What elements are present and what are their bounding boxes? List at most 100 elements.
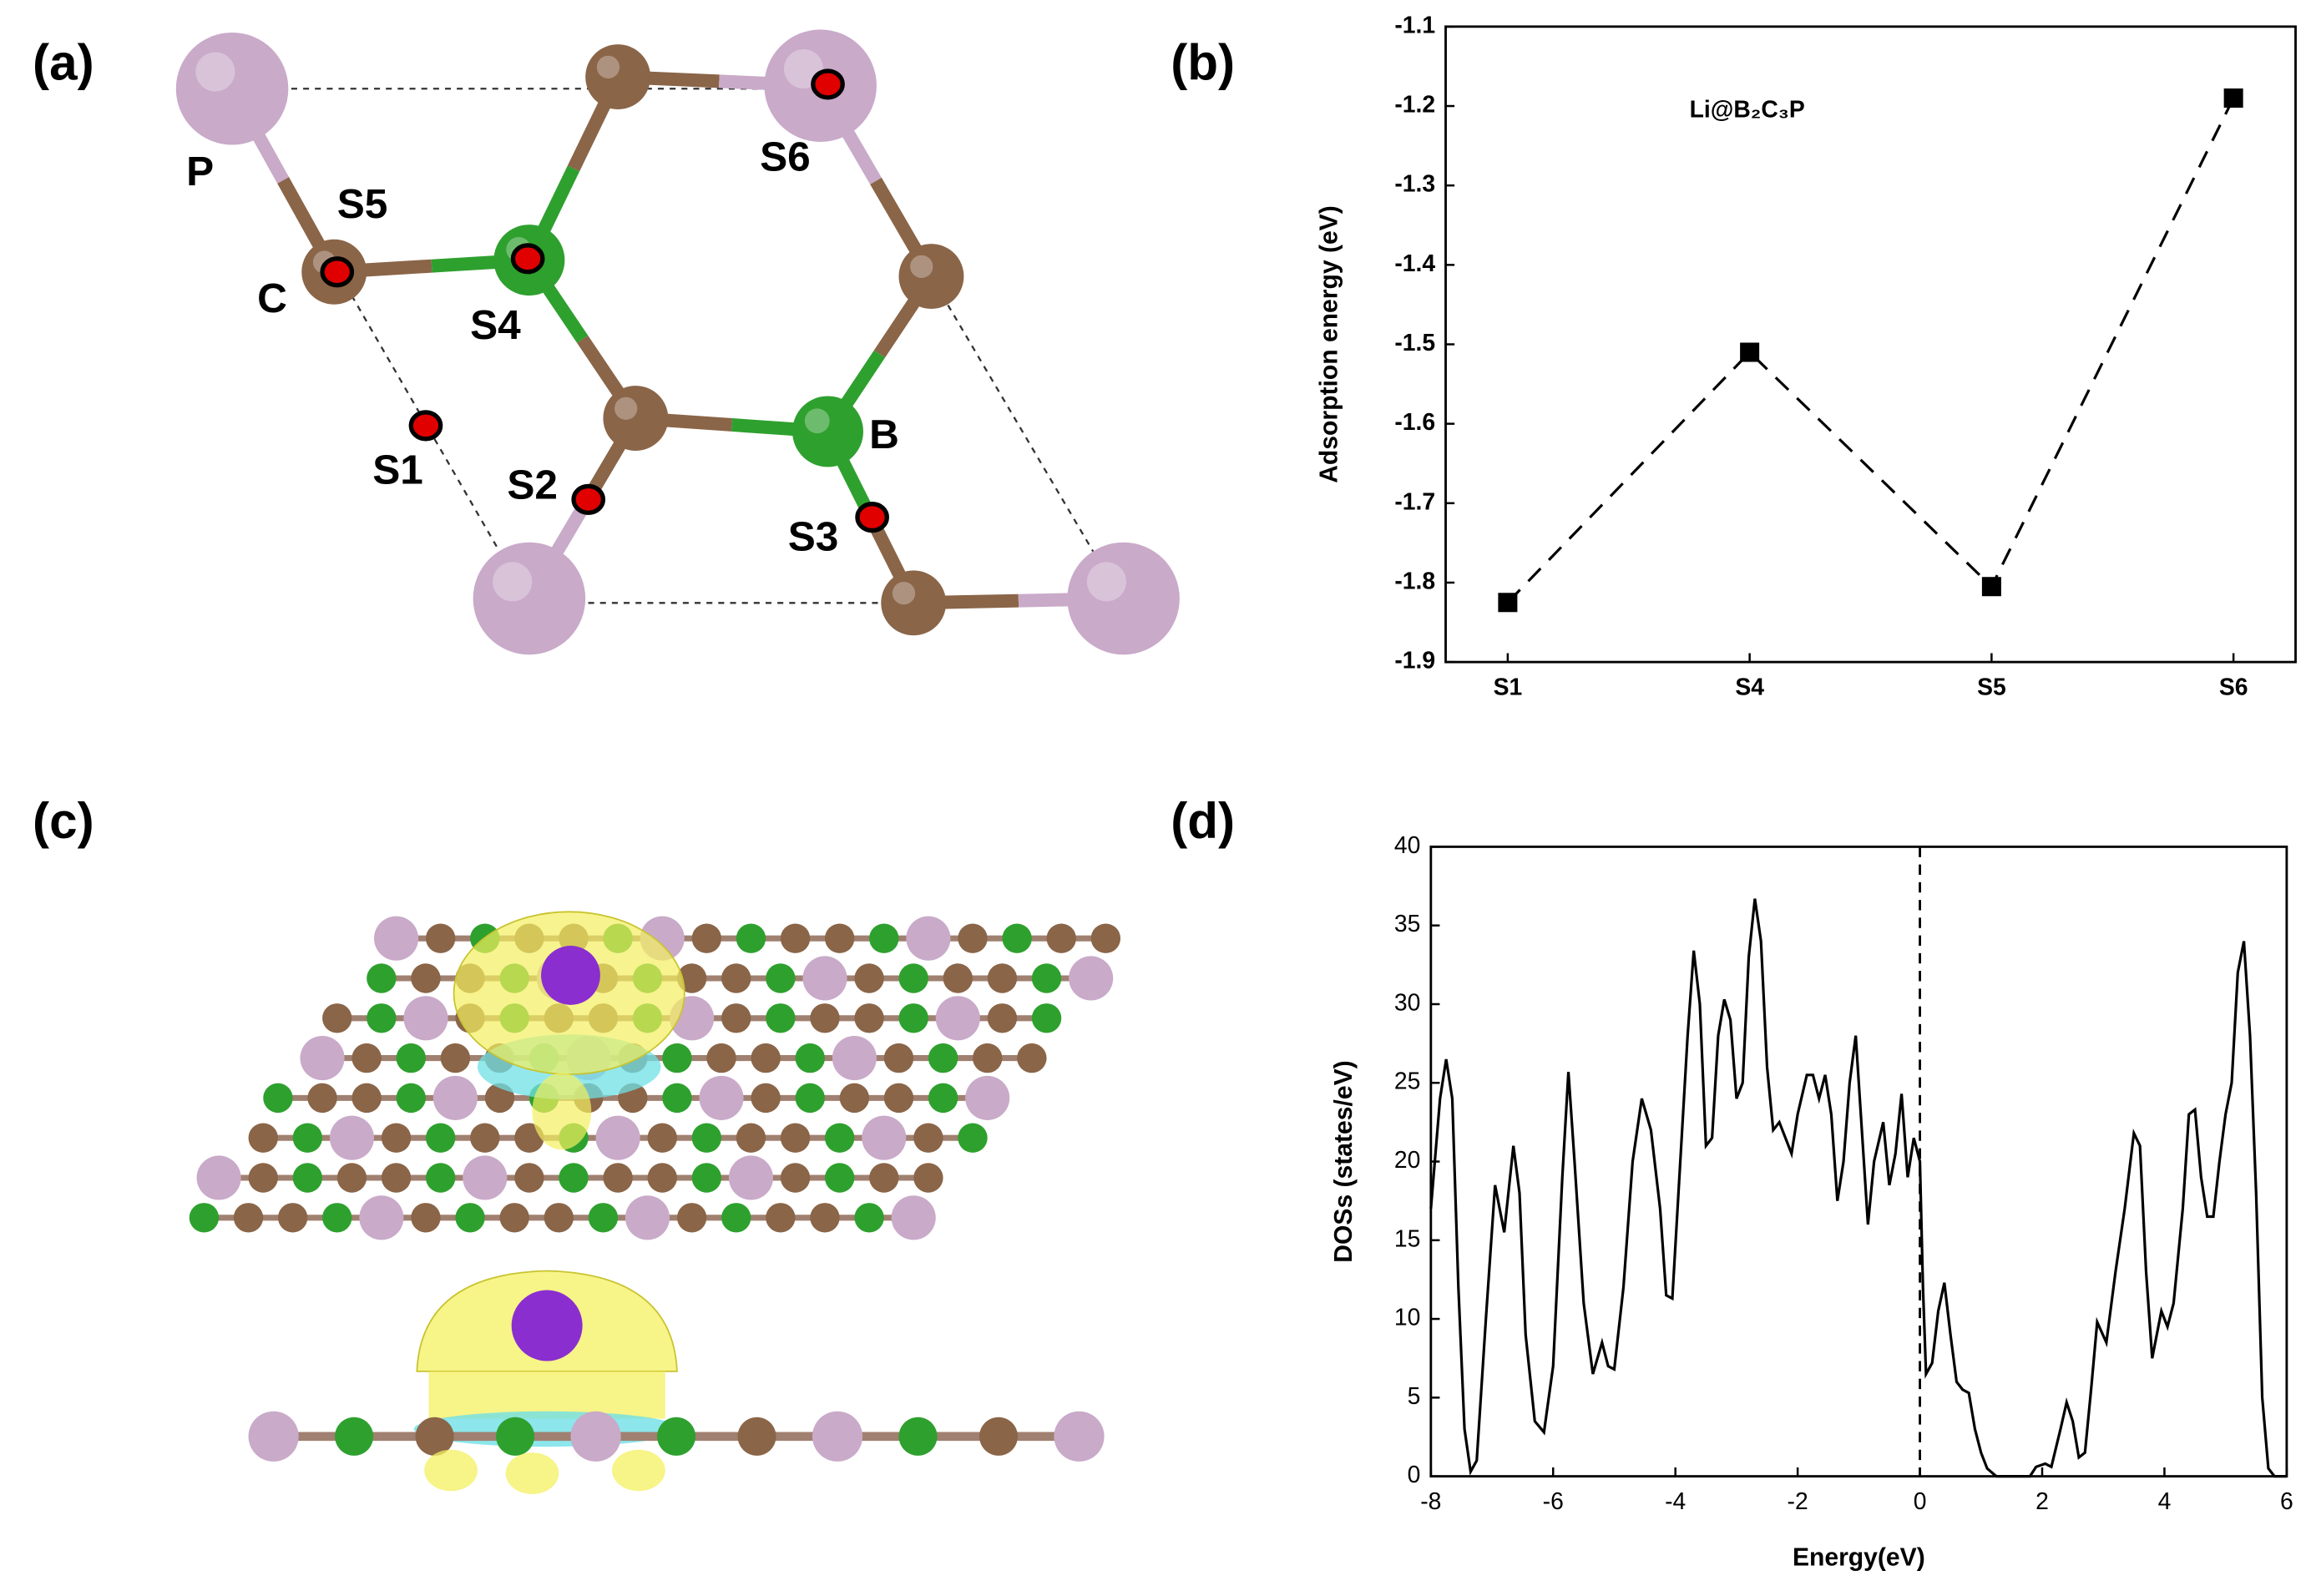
site-label: S6: [760, 133, 811, 179]
y-tick-label: -1.5: [1394, 330, 1435, 356]
atom: [913, 1123, 943, 1153]
charge-density-illustration: [189, 911, 1121, 1494]
atom-highlight: [892, 581, 916, 605]
x-tick-label: S6: [2219, 674, 2248, 700]
atom: [973, 1043, 1003, 1073]
atom: [544, 1203, 574, 1233]
atom: [292, 1163, 323, 1193]
atom: [588, 1203, 619, 1233]
atom: [691, 1123, 722, 1153]
data-line: [1429, 898, 2287, 1478]
atom-label: C: [257, 275, 287, 321]
x-tick-label: S5: [1977, 674, 2006, 700]
atom: [425, 923, 456, 953]
atom: [913, 1163, 943, 1193]
atom: [1031, 963, 1062, 993]
bonds: [226, 70, 1124, 610]
atom: [1069, 956, 1114, 1001]
data-marker: [1498, 593, 1518, 613]
atom: [351, 1043, 382, 1073]
atom: [987, 1003, 1018, 1033]
atom: [832, 1036, 877, 1081]
atom: [891, 1195, 936, 1240]
x-tick-label: -4: [1665, 1488, 1686, 1515]
charge-accumulation: [428, 1371, 665, 1419]
atom: [812, 1411, 863, 1462]
x-tick-label: -6: [1543, 1488, 1564, 1515]
y-tick-label: -1.2: [1394, 92, 1435, 119]
atom: [351, 1083, 382, 1114]
atom: [699, 1075, 744, 1120]
y-tick-label: -1.6: [1394, 409, 1435, 436]
atom: [869, 1163, 899, 1193]
atom: [854, 1203, 884, 1233]
atom: [307, 1083, 337, 1114]
atom: [300, 1036, 345, 1081]
panel-label: (a): [33, 35, 94, 91]
atom: [943, 963, 973, 993]
atom: [359, 1195, 404, 1240]
atoms: [175, 29, 1180, 655]
atom: [736, 1123, 766, 1153]
atom: [1090, 923, 1121, 953]
adsorption-site: [855, 502, 889, 533]
atom: [1067, 542, 1180, 655]
atom: [751, 1083, 781, 1114]
atom: [898, 963, 928, 993]
atom: [766, 1003, 796, 1033]
x-tick-label: 0: [1914, 1488, 1927, 1515]
y-tick-label: 25: [1394, 1068, 1421, 1095]
li-atom: [511, 1290, 583, 1361]
atom: [411, 963, 441, 993]
atom: [736, 923, 766, 953]
atom: [1054, 1411, 1105, 1462]
y-tick-label: 30: [1394, 989, 1421, 1016]
atom: [329, 1115, 375, 1160]
atom: [322, 1203, 352, 1233]
x-tick-label: 4: [2158, 1488, 2172, 1515]
site-label: S4: [470, 301, 521, 348]
atom-highlight: [195, 52, 235, 92]
atom: [780, 923, 811, 953]
atom: [1002, 923, 1032, 953]
sites: [320, 68, 889, 533]
atom: [277, 1203, 308, 1233]
atom: [869, 923, 899, 953]
panel-label: (d): [1171, 793, 1235, 849]
y-tick-label: 40: [1394, 832, 1421, 859]
atom: [728, 1155, 774, 1200]
atom: [766, 963, 796, 993]
data-marker: [1740, 342, 1760, 362]
adsorption-site: [811, 68, 845, 100]
atom-highlight: [1086, 562, 1126, 602]
y-tick-label: 10: [1394, 1305, 1421, 1331]
atom: [881, 570, 947, 636]
atom: [958, 923, 988, 953]
atom: [839, 1083, 870, 1114]
atom: [824, 1123, 855, 1153]
atom: [175, 32, 289, 145]
charge-accumulation: [505, 1452, 559, 1494]
atom: [292, 1123, 323, 1153]
charge-accumulation: [532, 1073, 592, 1150]
y-axis-title: Adsorption energy (eV): [1315, 205, 1343, 483]
atom: [898, 1417, 938, 1456]
atom: [854, 963, 884, 993]
atom: [737, 1417, 776, 1456]
site-label: S1: [372, 447, 423, 493]
unit-cell: [230, 88, 1125, 604]
atom: [248, 1123, 278, 1153]
atom: [248, 1411, 299, 1462]
atom: [958, 1123, 988, 1153]
atom-highlight: [614, 396, 638, 420]
data-line: [1506, 97, 2235, 604]
y-tick-label: -1.3: [1394, 171, 1435, 198]
atom: [987, 963, 1018, 993]
atom: [463, 1155, 508, 1200]
adsorption-site: [320, 256, 355, 288]
charge-accumulation: [612, 1449, 665, 1492]
atom: [810, 1203, 840, 1233]
atom: [381, 1163, 412, 1193]
atom: [374, 916, 419, 961]
